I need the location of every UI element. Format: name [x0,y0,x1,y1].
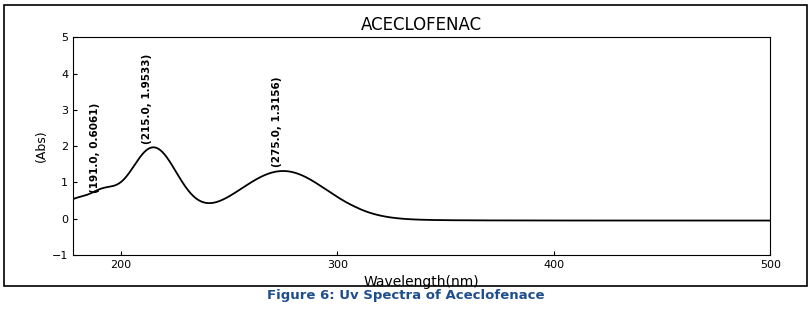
X-axis label: Wavelength(nm): Wavelength(nm) [364,276,479,290]
Text: Figure 6: Uv Spectra of Aceclofenace: Figure 6: Uv Spectra of Aceclofenace [267,289,544,302]
Text: (215.0, 1.9533): (215.0, 1.9533) [142,54,152,144]
Text: (275.0, 1.3156): (275.0, 1.3156) [272,77,281,167]
Title: ACECLOFENAC: ACECLOFENAC [361,16,483,35]
Text: (191.0, 0.6061): (191.0, 0.6061) [90,103,100,193]
Y-axis label: (Abs): (Abs) [35,130,48,162]
